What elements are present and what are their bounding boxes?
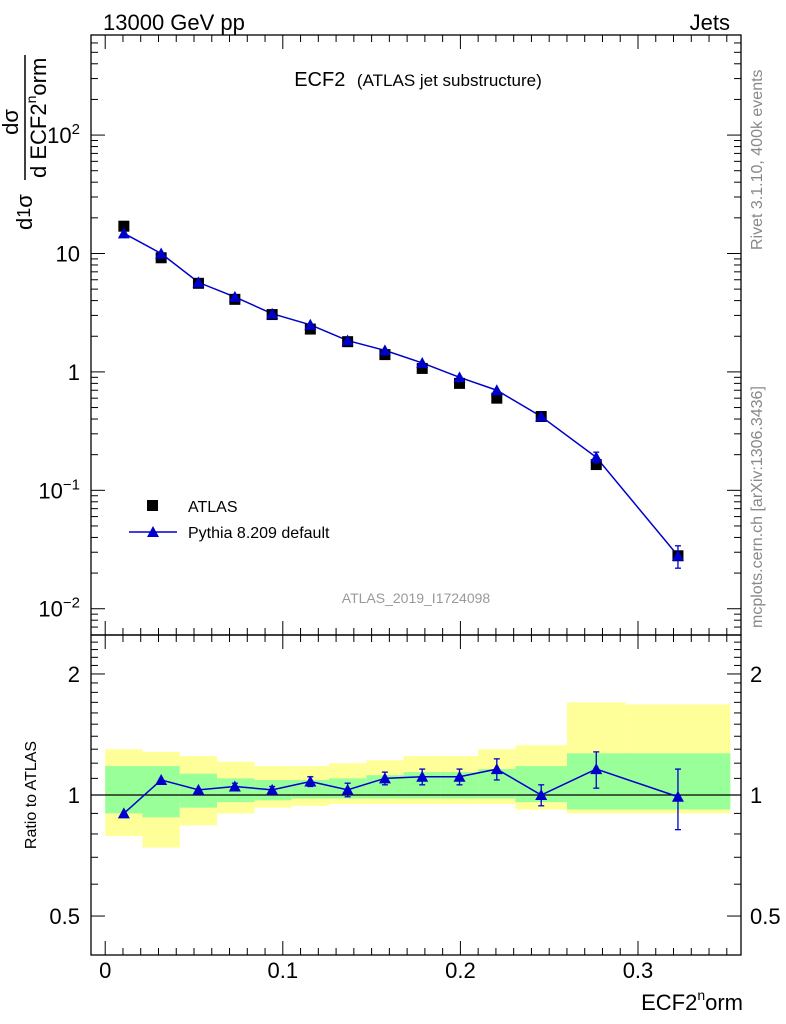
ratio-band-inner <box>291 779 329 799</box>
y-label-denominator: d ECF2norm <box>23 58 51 178</box>
side-text-top: Rivet 3.1.10, 400k events <box>749 69 766 250</box>
ratio-mc-point <box>192 783 205 795</box>
x-axis-label: ECF2norm <box>641 987 743 1015</box>
ratio-mc-line <box>123 768 679 814</box>
ratio-mc-point <box>117 807 130 819</box>
mc-point <box>155 247 168 259</box>
main-frame <box>90 34 742 636</box>
ratio-mc-point <box>155 773 168 785</box>
data-point <box>454 377 466 389</box>
mc-point <box>453 371 466 383</box>
y-label-dsigma: dσ <box>0 109 23 135</box>
ratio-mc-point <box>671 790 684 802</box>
legend: ATLAS Pythia 8.209 default <box>129 499 330 542</box>
ratio-band-inner <box>105 766 143 814</box>
side-text-bottom: mcplots.cern.ch [arXiv:1306.3436] <box>749 386 766 628</box>
ratio-y-tick-label-right: 1 <box>750 783 762 808</box>
mc-point <box>378 344 391 356</box>
mc-point <box>304 318 317 330</box>
mc-point <box>416 356 429 368</box>
ratio-y-tick-label-left: 2 <box>68 662 80 687</box>
mc-point <box>535 410 548 422</box>
ratio-y-tick-label-left: 1 <box>68 783 80 808</box>
ratio-mc-point <box>378 772 391 784</box>
ratio-panel: 0 0.1 0.2 0.3 0.5 0.5 1 1 2 2 <box>49 634 781 983</box>
main-panel: 10−2 10−1 1 10 102 <box>38 34 742 636</box>
plot-title-main: ECF2 <box>294 69 345 91</box>
legend-mc-marker <box>147 526 159 537</box>
x-tick-label: 0.1 <box>268 958 299 983</box>
mc-point <box>490 384 503 396</box>
y-axis-label-ratio: Ratio to ATLAS <box>23 741 40 849</box>
mc-point <box>266 307 279 319</box>
x-tick-label: 0 <box>99 958 111 983</box>
ratio-mc-point <box>416 770 429 782</box>
plot-title: ECF2 (ATLAS jet substructure) <box>294 69 542 91</box>
plot-title-sub: (ATLAS jet substructure) <box>357 71 542 90</box>
y-tick-label: 10−2 <box>38 595 80 622</box>
data-point <box>416 362 428 374</box>
x-tick-label: 0.3 <box>623 958 654 983</box>
ratio-mc-point <box>590 763 603 775</box>
header-left: 13000 GeV pp <box>103 10 245 35</box>
y-tick-label: 10 <box>56 241 80 266</box>
data-point <box>491 392 503 404</box>
legend-mc-label: Pythia 8.209 default <box>188 525 330 542</box>
y-label-one-over-sigma: d1σ <box>12 194 37 230</box>
ratio-y-tick-label-right: 0.5 <box>750 904 781 929</box>
ratio-mc-point <box>266 783 279 795</box>
ratio-mc-point <box>341 783 354 795</box>
ratio-mc-point <box>490 763 503 775</box>
y-axis-label-main: d1σ dσ d ECF2norm <box>0 55 51 230</box>
ratio-mc-point <box>228 780 241 792</box>
mc-point <box>192 276 205 288</box>
mc-point <box>590 451 603 463</box>
y-tick-label: 1 <box>68 360 80 385</box>
ratio-y-tick-label-right: 2 <box>750 662 762 687</box>
analysis-ref: ATLAS_2019_I1724098 <box>342 590 491 606</box>
data-point <box>118 220 130 232</box>
mc-point <box>671 549 684 561</box>
header-right: Jets <box>690 10 730 35</box>
x-tick-label: 0.2 <box>445 958 476 983</box>
ratio-y-tick-label-left: 0.5 <box>49 904 80 929</box>
y-tick-label: 102 <box>47 121 80 148</box>
mc-point <box>117 227 130 239</box>
legend-data-label: ATLAS <box>188 499 238 516</box>
mc-line <box>123 232 679 557</box>
data-point <box>590 459 602 471</box>
legend-data-marker <box>147 500 158 511</box>
ratio-mc-point <box>453 770 466 782</box>
ratio-mc-point <box>304 775 317 787</box>
ratio-mc-point <box>535 789 548 800</box>
mc-point <box>341 334 354 346</box>
mc-point <box>228 290 241 302</box>
y-tick-label: 10−1 <box>38 476 80 503</box>
